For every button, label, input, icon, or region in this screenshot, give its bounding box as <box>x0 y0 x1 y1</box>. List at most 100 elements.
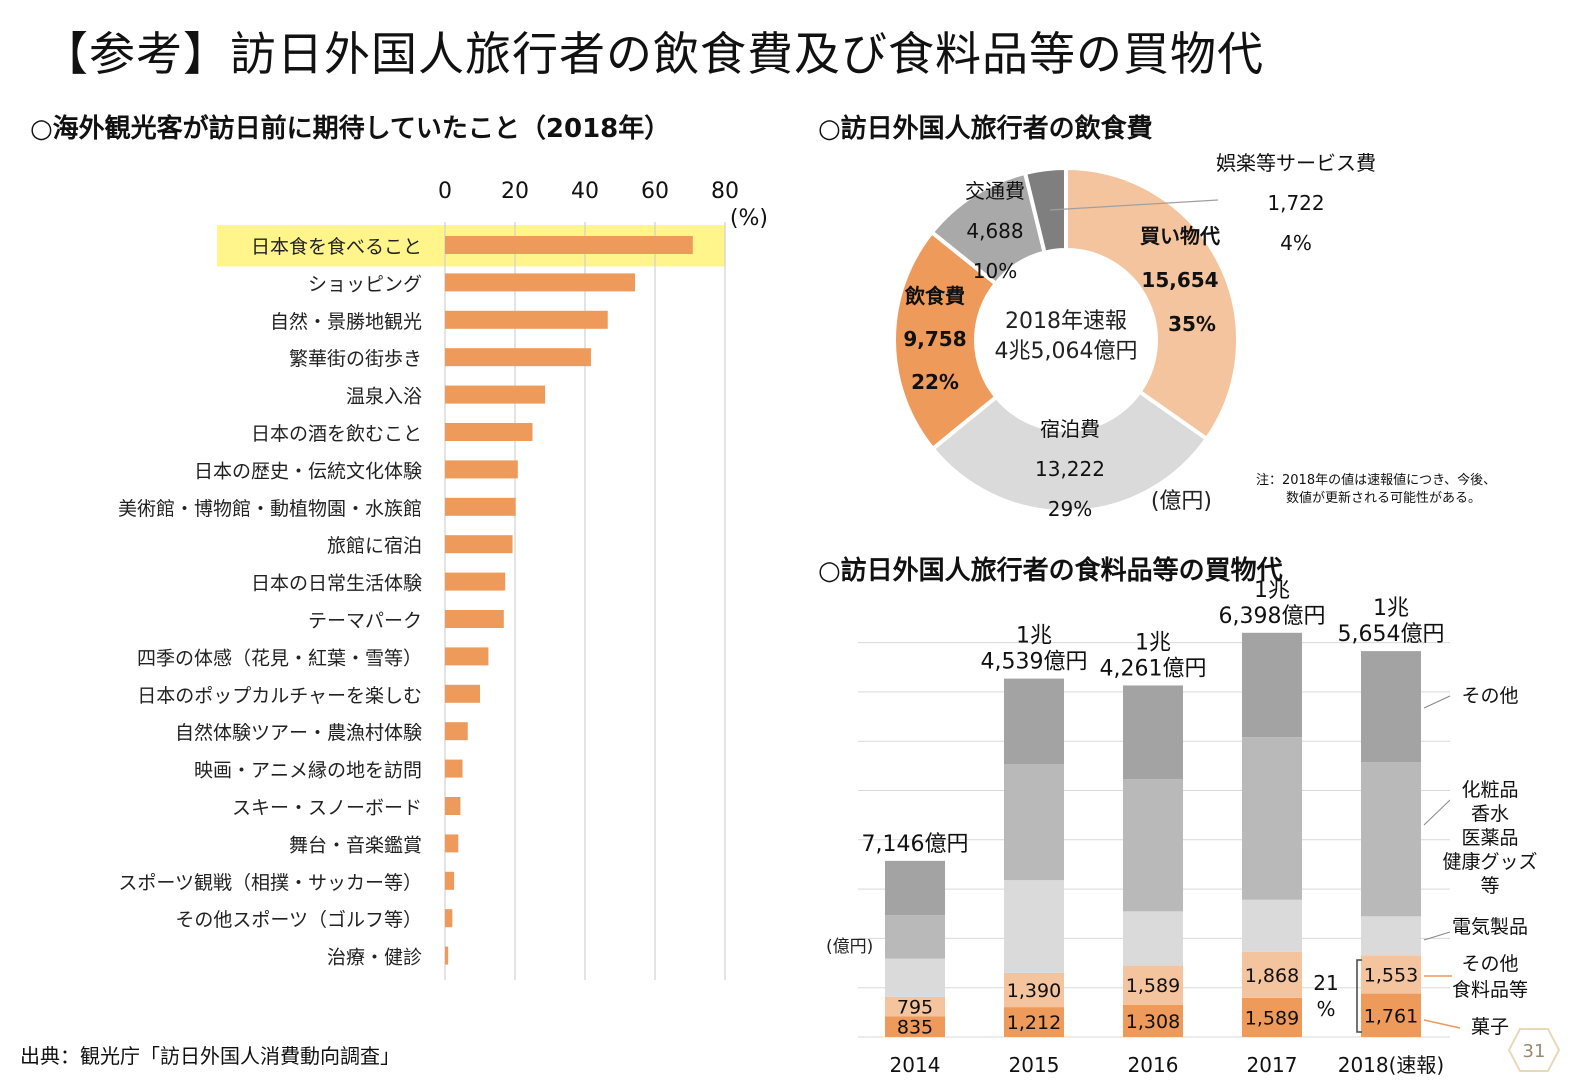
donut-slice <box>929 388 1210 514</box>
x-tick-label: 60 <box>641 179 669 204</box>
x-tick-label: 80 <box>711 179 739 204</box>
category-label: 舞台・音楽鑑賞 <box>289 834 422 856</box>
stack-segment <box>1004 880 1064 973</box>
total-label: 1兆 <box>1373 596 1409 621</box>
note-line-1: 注：2018年の値は速報値につき、今後、 <box>1256 473 1497 488</box>
category-label: テーマパーク <box>308 610 422 632</box>
total-label: 1兆 <box>1016 624 1052 649</box>
category-label: 治療・健診 <box>327 947 422 969</box>
expectation-bar <box>445 385 546 404</box>
category-label: 日本食を食べること <box>251 236 422 258</box>
stack-segment <box>1361 762 1421 917</box>
stack-segment <box>1123 779 1183 912</box>
category-label: 自然体験ツアー・農漁村体験 <box>175 722 422 744</box>
legend-label: 医薬品 <box>1461 827 1518 849</box>
expectation-bar <box>445 647 489 666</box>
expectation-bar <box>445 759 463 778</box>
stack-segment <box>1361 916 1421 956</box>
stack-segment <box>885 915 945 959</box>
category-label: 2017 <box>1247 1053 1298 1077</box>
category-label: 日本のポップカルチャーを楽しむ <box>137 685 422 707</box>
donut-slice <box>1064 165 1240 442</box>
category-label: 四季の体感（花見・紅葉・雪等） <box>137 647 422 669</box>
stack-segment <box>885 860 945 916</box>
slice-percent-label: 35% <box>1168 312 1216 336</box>
segment-value-label: 835 <box>897 1017 933 1039</box>
legend-label: 健康グッズ <box>1442 851 1537 873</box>
category-label: その他スポーツ（ゴルフ等） <box>175 909 422 931</box>
stack-segment <box>1242 632 1302 738</box>
legend-label: 菓子 <box>1471 1016 1509 1038</box>
page-number: 31 <box>1523 1041 1546 1062</box>
expectation-bar <box>445 497 516 516</box>
expectation-bar <box>445 535 513 554</box>
category-label: 温泉入浴 <box>346 386 422 408</box>
category-label: 2016 <box>1128 1053 1179 1077</box>
total-label: 4,539億円 <box>981 650 1088 675</box>
legend-label: 食料品等 <box>1452 979 1528 1001</box>
leader-line <box>1049 199 1219 211</box>
note: 注：2018年の値は速報値につき、今後、 数値が更新される可能性がある。 <box>1256 472 1496 508</box>
expectation-bar <box>445 236 693 254</box>
segment-value-label: 1,308 <box>1126 1011 1180 1033</box>
legend-leader-line <box>1423 695 1451 709</box>
donut-chart-title: ○訪日外国人旅行者の飲食費 <box>818 114 1153 144</box>
expectation-bar <box>445 460 518 479</box>
stack-segment <box>1361 955 1421 994</box>
category-label: スポーツ観戦（相撲・サッカー等） <box>118 872 422 894</box>
category-label: 日本の日常生活体験 <box>251 573 422 595</box>
category-label: 自然・景勝地観光 <box>270 311 422 333</box>
segment-value-label: 1,553 <box>1364 964 1418 986</box>
expectation-bar <box>445 273 636 292</box>
expectation-bar <box>445 909 453 928</box>
slice-name-label: 買い物代 <box>1140 224 1220 248</box>
stack-segment <box>1004 972 1064 1008</box>
expectation-bar <box>445 871 455 890</box>
category-label: 2014 <box>890 1053 941 1077</box>
expectation-bar <box>445 310 608 329</box>
share-label: 21 <box>1313 971 1338 995</box>
category-label: 2015 <box>1009 1053 1060 1077</box>
expectation-bar <box>445 423 533 441</box>
expectation-chart-title: ○海外観光客が訪日前に期待していたこと（2018年） <box>30 114 671 144</box>
slice-value-label: 4,688 <box>966 219 1023 243</box>
category-label: スキー・スノーボード <box>232 797 422 819</box>
expectation-bar <box>445 348 591 367</box>
expectation-bar <box>445 834 459 853</box>
stack-segment <box>1242 951 1302 998</box>
stack-segment <box>885 996 945 1017</box>
donut-slice <box>1022 165 1068 256</box>
donut-unit-label: (億円) <box>1151 489 1212 514</box>
source-citation: 出典：観光庁「訪日外国人消費動向調査」 <box>20 1044 400 1068</box>
note-line-2: 数値が更新される可能性がある。 <box>1286 491 1482 506</box>
segment-value-label: 1,212 <box>1007 1012 1061 1034</box>
legend-leader-line <box>1423 1019 1461 1029</box>
stack-segment <box>885 958 945 997</box>
expectation-bar <box>445 572 506 591</box>
x-tick-label: 40 <box>571 179 599 204</box>
total-label: 7,146億円 <box>862 832 969 857</box>
share-percent: % <box>1316 997 1335 1021</box>
y-unit-label: (億円) <box>826 937 873 957</box>
stack-segment <box>1361 993 1421 1037</box>
donut-center-label-1: 2018年速報 <box>1005 309 1127 334</box>
category-label: 日本の歴史・伝統文化体験 <box>194 460 422 482</box>
stack-segment <box>1123 911 1183 966</box>
total-label: 1兆 <box>1135 630 1171 655</box>
total-label: 4,261億円 <box>1100 656 1207 681</box>
donut-center-label-2: 4兆5,064億円 <box>995 339 1138 364</box>
category-label: 日本の酒を飲むこと <box>251 423 422 445</box>
x-tick-label: 20 <box>501 179 529 204</box>
food-shopping-stacked-chart: (億円)83579520147,146億円1,2121,39020151兆4,5… <box>826 580 1538 1077</box>
segment-value-label: 1,868 <box>1245 965 1299 987</box>
stack-segment <box>885 1016 945 1037</box>
segment-value-label: 1,761 <box>1364 1005 1418 1027</box>
page-title: 【参考】訪日外国人旅行者の飲食費及び食料品等の買物代 <box>42 27 1264 81</box>
slice-value-label: 1,722 <box>1267 191 1324 215</box>
legend-label: 等 <box>1480 875 1499 897</box>
slice-name-label: 娯楽等サービス費 <box>1216 151 1376 175</box>
stack-segment <box>1004 1007 1064 1037</box>
segment-value-label: 1,589 <box>1126 975 1180 997</box>
expectation-bar-chart: 0 20 40 60 80(%) 日本食を食べることショッピング自然・景勝地観光繁華街の街… <box>118 179 768 980</box>
total-label: 6,398億円 <box>1219 604 1326 629</box>
